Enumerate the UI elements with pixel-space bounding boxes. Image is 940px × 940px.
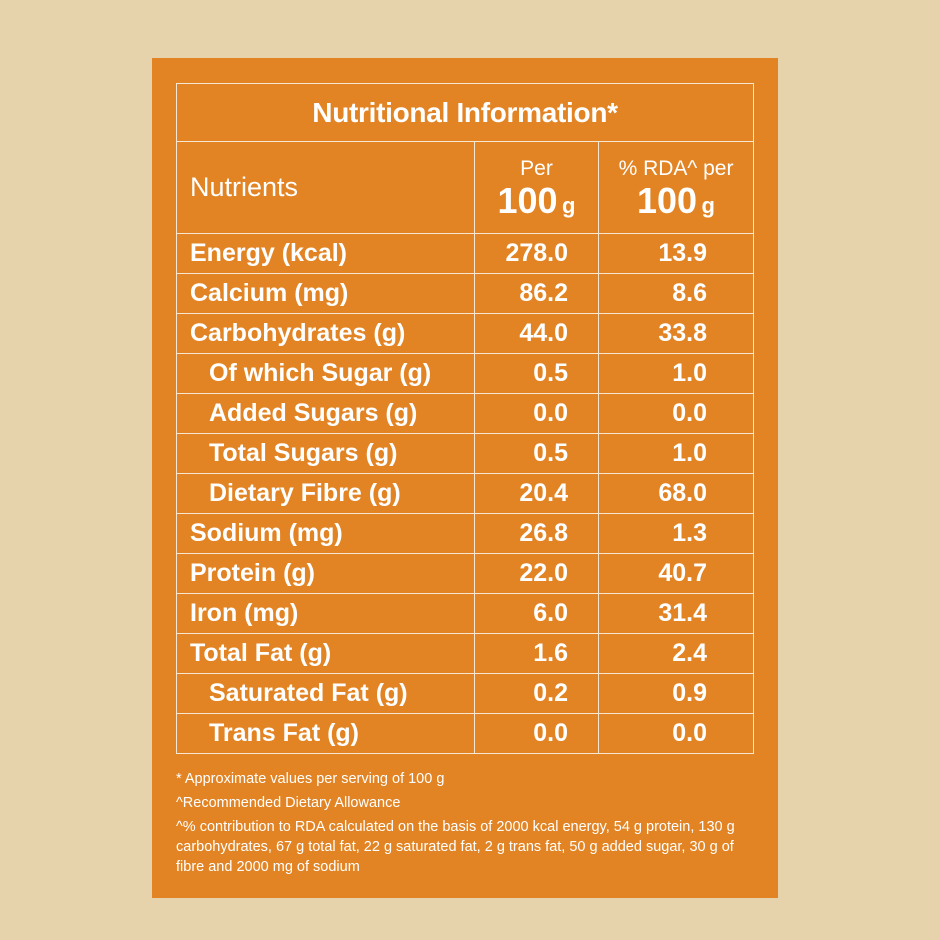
nutrient-name: Trans Fat (g)	[176, 713, 475, 754]
per-100g-value: 22.0	[474, 553, 599, 594]
rda-value: 1.0	[597, 433, 755, 474]
nutrient-name: Total Sugars (g)	[176, 433, 475, 474]
rda-value: 1.0	[597, 353, 755, 394]
per-100g-value: 0.0	[474, 393, 599, 434]
per-100g-value: 0.5	[474, 353, 599, 394]
table-row: Protein (g) 22.0 40.7	[176, 553, 755, 594]
per-100g-value: 6.0	[474, 593, 599, 634]
table-row: Calcium (mg) 86.2 8.6	[176, 273, 755, 314]
per-100g-value: 0.5	[474, 433, 599, 474]
table-row: Energy (kcal) 278.0 13.9	[176, 233, 755, 274]
table-row: Total Fat (g) 1.6 2.4	[176, 633, 755, 674]
header-rda-value: 100	[637, 180, 698, 221]
per-100g-value: 1.6	[474, 633, 599, 674]
table-row: Sodium (mg) 26.8 1.3	[176, 513, 755, 554]
rda-value: 40.7	[597, 553, 755, 594]
rda-value: 0.9	[597, 673, 755, 714]
nutrition-panel: Nutritional Information* Nutrients Per 1…	[152, 58, 778, 898]
footnote-rda-definition: ^Recommended Dietary Allowance	[176, 795, 401, 811]
per-100g-value: 26.8	[474, 513, 599, 554]
table-row: Of which Sugar (g) 0.5 1.0	[176, 353, 755, 394]
table-row: Dietary Fibre (g) 20.4 68.0	[176, 473, 755, 514]
table-title: Nutritional Information*	[175, 83, 755, 142]
header-rda-unit: g	[701, 193, 715, 218]
per-100g-value: 278.0	[474, 233, 599, 274]
table-row: Saturated Fat (g) 0.2 0.9	[176, 673, 755, 714]
rda-value: 68.0	[597, 473, 755, 514]
header-per-unit: g	[562, 193, 576, 218]
rda-value: 2.4	[597, 633, 755, 674]
header-nutrients: Nutrients	[176, 141, 475, 234]
header-per-100g: Per 100 g	[474, 141, 599, 234]
rda-value: 13.9	[597, 233, 755, 274]
nutrient-name: Carbohydrates (g)	[176, 313, 475, 354]
per-100g-value: 44.0	[474, 313, 599, 354]
nutrition-table: Nutritional Information* Nutrients Per 1…	[175, 83, 755, 754]
header-rda-label: % RDA^ per	[618, 157, 734, 180]
nutrient-name: Dietary Fibre (g)	[176, 473, 475, 514]
rda-value: 31.4	[597, 593, 755, 634]
nutrient-name: Total Fat (g)	[176, 633, 475, 674]
footnote-rda-basis: ^% contribution to RDA calculated on the…	[176, 819, 735, 875]
nutrient-name: Energy (kcal)	[176, 233, 475, 274]
rda-value: 33.8	[597, 313, 755, 354]
nutrient-name: Saturated Fat (g)	[176, 673, 475, 714]
table-row: Trans Fat (g) 0.0 0.0	[176, 713, 755, 754]
table-row: Added Sugars (g) 0.0 0.0	[176, 393, 755, 434]
nutrient-name: Protein (g)	[176, 553, 475, 594]
table-title-row: Nutritional Information*	[175, 83, 755, 142]
nutrient-name: Of which Sugar (g)	[176, 353, 475, 394]
footnotes: * Approximate values per serving of 100 …	[176, 769, 761, 877]
header-rda-per-100g: % RDA^ per 100 g	[597, 141, 755, 234]
nutrient-name: Added Sugars (g)	[176, 393, 475, 434]
nutrient-name: Iron (mg)	[176, 593, 475, 634]
per-100g-value: 0.0	[474, 713, 599, 754]
per-100g-value: 20.4	[474, 473, 599, 514]
rda-value: 1.3	[597, 513, 755, 554]
per-100g-value: 86.2	[474, 273, 599, 314]
rda-value: 0.0	[597, 713, 755, 754]
footnote-approximate: * Approximate values per serving of 100 …	[176, 771, 445, 787]
header-rda-amount: 100 g	[599, 183, 753, 219]
table-row: Iron (mg) 6.0 31.4	[176, 593, 755, 634]
nutrient-name: Sodium (mg)	[176, 513, 475, 554]
header-per-value: 100	[497, 180, 558, 221]
header-per-amount: 100 g	[475, 183, 598, 219]
per-100g-value: 0.2	[474, 673, 599, 714]
table-row: Total Sugars (g) 0.5 1.0	[176, 433, 755, 474]
rda-value: 8.6	[597, 273, 755, 314]
rda-value: 0.0	[597, 393, 755, 434]
table-row: Carbohydrates (g) 44.0 33.8	[176, 313, 755, 354]
header-per-label: Per	[520, 157, 553, 180]
nutrient-name: Calcium (mg)	[176, 273, 475, 314]
table-header-row: Nutrients Per 100 g % RDA^ per 100 g	[176, 141, 755, 234]
